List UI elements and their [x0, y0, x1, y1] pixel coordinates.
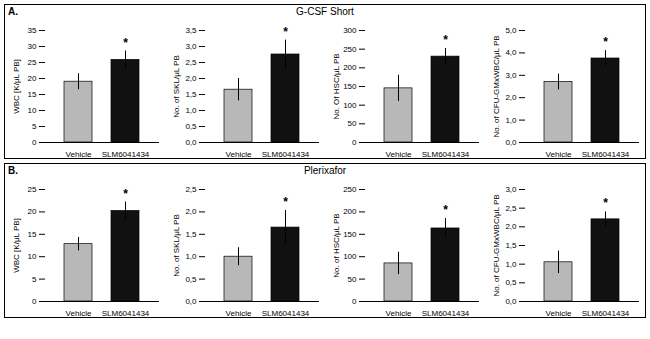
svg-text:0: 0 — [32, 138, 37, 147]
svg-text:250: 250 — [343, 45, 357, 54]
svg-text:SLM6041434: SLM6041434 — [422, 309, 470, 317]
svg-text:150: 150 — [343, 230, 357, 239]
svg-text:SLM6041434: SLM6041434 — [262, 309, 310, 317]
svg-text:0,5: 0,5 — [505, 278, 517, 287]
svg-text:50: 50 — [348, 119, 357, 128]
svg-text:3,0: 3,0 — [505, 71, 517, 80]
svg-text:300: 300 — [343, 26, 357, 35]
svg-text:SLM6041434: SLM6041434 — [102, 309, 150, 317]
svg-text:SLM6041434: SLM6041434 — [102, 150, 150, 158]
svg-text:SLM6041434: SLM6041434 — [262, 150, 310, 158]
svg-text:WBC [K/μL PB]: WBC [K/μL PB] — [12, 59, 21, 114]
svg-text:4,0: 4,0 — [505, 48, 517, 57]
svg-text:20: 20 — [28, 74, 37, 83]
svg-text:5: 5 — [32, 275, 37, 284]
svg-text:1,0: 1,0 — [185, 252, 197, 261]
html-text:A.: A. — [8, 6, 18, 17]
svg-text:150: 150 — [343, 82, 357, 91]
svg-text:5,0: 5,0 — [505, 26, 517, 35]
svg-text:Vehicle: Vehicle — [226, 309, 252, 317]
svg-text:*: * — [123, 36, 128, 50]
svg-text:35: 35 — [28, 26, 37, 35]
svg-text:0,0: 0,0 — [185, 297, 197, 306]
svg-text:1,0: 1,0 — [505, 260, 517, 269]
svg-text:0,5: 0,5 — [185, 275, 197, 284]
svg-text:1,0: 1,0 — [185, 106, 197, 115]
svg-text:*: * — [123, 187, 128, 201]
svg-text:Vehicle: Vehicle — [226, 150, 252, 158]
svg-text:50: 50 — [348, 275, 357, 284]
svg-text:1,5: 1,5 — [505, 241, 517, 250]
svg-text:SLM6041434: SLM6041434 — [582, 309, 630, 317]
svg-text:No. of SKL/μL PB: No. of SKL/μL PB — [172, 55, 181, 118]
svg-text:No. of HSC/μL PB: No. of HSC/μL PB — [332, 213, 341, 277]
svg-text:200: 200 — [343, 63, 357, 72]
svg-text:1,5: 1,5 — [185, 230, 197, 239]
svg-text:10: 10 — [28, 252, 37, 261]
svg-text:30: 30 — [28, 42, 37, 51]
svg-text:SLM6041434: SLM6041434 — [582, 150, 630, 158]
svg-text:Vehicle: Vehicle — [386, 150, 412, 158]
svg-text:*: * — [603, 35, 608, 49]
svg-text:SLM6041434: SLM6041434 — [422, 150, 470, 158]
svg-text:Vehicle: Vehicle — [66, 150, 92, 158]
svg-text:0,0: 0,0 — [505, 138, 517, 147]
svg-text:200: 200 — [343, 207, 357, 216]
svg-text:1,5: 1,5 — [185, 90, 197, 99]
svg-text:Vehicle: Vehicle — [546, 309, 572, 317]
svg-text:2,5: 2,5 — [185, 185, 197, 194]
svg-text:Vehicle: Vehicle — [386, 309, 412, 317]
svg-text:100: 100 — [343, 252, 357, 261]
svg-text:*: * — [443, 203, 448, 217]
svg-text:0,5: 0,5 — [185, 122, 197, 131]
svg-text:25: 25 — [28, 185, 37, 194]
svg-text:10: 10 — [28, 106, 37, 115]
svg-text:0,0: 0,0 — [505, 297, 517, 306]
svg-text:2,5: 2,5 — [505, 204, 517, 213]
svg-text:2,0: 2,0 — [185, 74, 197, 83]
svg-text:0: 0 — [352, 138, 357, 147]
svg-text:WBC [K/μL PB]: WBC [K/μL PB] — [12, 218, 21, 273]
html-text:B.: B. — [8, 165, 18, 176]
svg-text:250: 250 — [343, 185, 357, 194]
svg-text:1,0: 1,0 — [505, 116, 517, 125]
svg-text:20: 20 — [28, 207, 37, 216]
svg-text:15: 15 — [28, 90, 37, 99]
svg-text:0: 0 — [352, 297, 357, 306]
svg-text:0,0: 0,0 — [185, 138, 197, 147]
svg-text:No. of CFU-GMxWBC/μL PB: No. of CFU-GMxWBC/μL PB — [492, 194, 501, 296]
svg-text:*: * — [443, 33, 448, 47]
svg-text:No. of CFU-GMxWBC/μL PB: No. of CFU-GMxWBC/μL PB — [492, 35, 501, 137]
svg-text:*: * — [283, 195, 288, 209]
svg-text:3,0: 3,0 — [505, 185, 517, 194]
svg-text:Vehicle: Vehicle — [546, 150, 572, 158]
svg-text:*: * — [603, 196, 608, 210]
svg-text:2,0: 2,0 — [505, 93, 517, 102]
svg-text:2,0: 2,0 — [185, 207, 197, 216]
svg-text:*: * — [283, 25, 288, 39]
svg-text:25: 25 — [28, 58, 37, 67]
svg-text:2,5: 2,5 — [185, 58, 197, 67]
html-text:G-CSF Short: G-CSF Short — [296, 6, 354, 17]
svg-text:2,0: 2,0 — [505, 222, 517, 231]
svg-text:3,5: 3,5 — [185, 26, 197, 35]
svg-text:No. Of HSC/μL PB: No. Of HSC/μL PB — [332, 53, 341, 119]
html-text:Plerixafor: Plerixafor — [303, 165, 347, 176]
svg-text:0: 0 — [32, 297, 37, 306]
svg-text:5: 5 — [32, 122, 37, 131]
svg-text:3,0: 3,0 — [185, 42, 197, 51]
svg-text:100: 100 — [343, 101, 357, 110]
svg-text:15: 15 — [28, 230, 37, 239]
svg-text:Vehicle: Vehicle — [66, 309, 92, 317]
svg-text:No. of SKL/μL PB: No. of SKL/μL PB — [172, 214, 181, 277]
